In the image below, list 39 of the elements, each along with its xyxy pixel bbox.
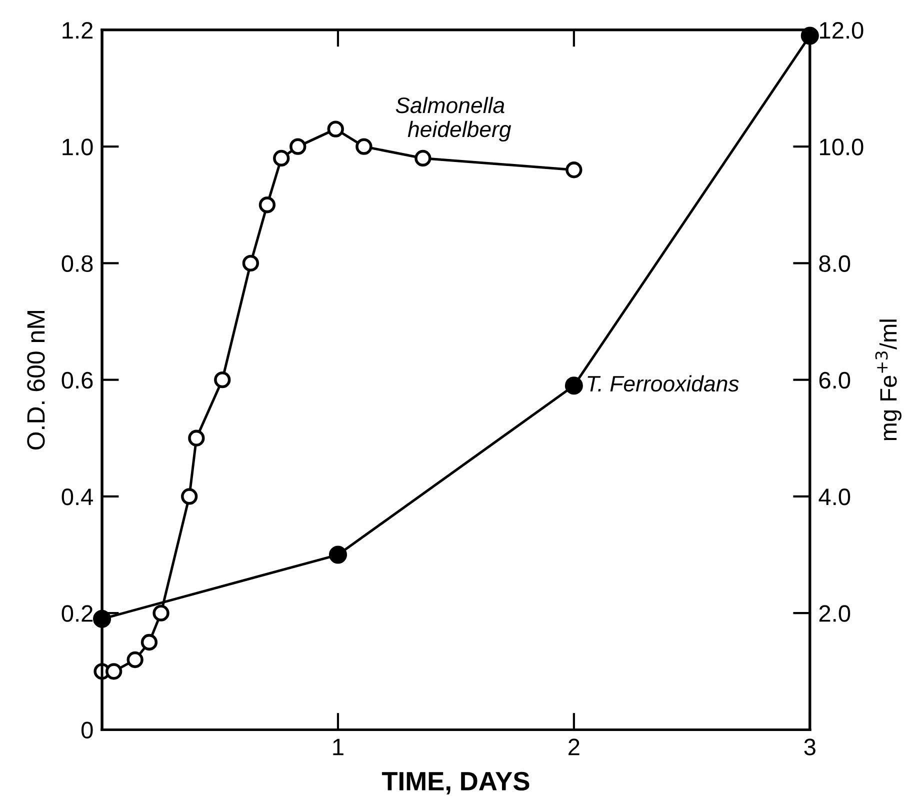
point (105, 663, 122, 680)
point (290, 138, 306, 155)
x-tick-label: 1 (333, 738, 344, 756)
x-tick-label: 3 (804, 738, 816, 756)
point (152, 604, 170, 622)
y2-tick-label: 12.0 (820, 22, 864, 39)
y2-tick-label: 8.0 (819, 255, 850, 272)
point (93, 610, 112, 628)
point (414, 150, 432, 167)
y2-axis-title: mg Fe$^{+3}$/ml (875, 320, 902, 440)
point (181, 488, 198, 505)
point (140, 634, 158, 651)
y2-tick-label: 2.0 (819, 605, 850, 622)
y-tick-label: 0.6 (62, 372, 93, 389)
annotation: T. Ferrooxidans (588, 375, 739, 392)
point (242, 254, 260, 272)
point (126, 651, 144, 668)
x-axis-title: TIME, DAYS (382, 772, 530, 794)
point (566, 162, 582, 178)
y2-tick-label: 10.0 (820, 138, 864, 156)
point (188, 430, 205, 446)
point (258, 196, 276, 214)
x-tick-label: 2 (568, 738, 580, 756)
point (328, 546, 348, 564)
point (214, 371, 231, 388)
y-tick-label: 1.0 (62, 138, 93, 156)
y-tick-label: 0 (81, 722, 93, 739)
point (327, 120, 344, 138)
y-axis-title: O.D. 600 nM (27, 311, 45, 450)
y-tick-label: 1.2 (62, 22, 93, 38)
y-tick-label: 0.4 (62, 488, 94, 506)
y2-tick-label: 6.0 (819, 372, 850, 389)
point (564, 376, 583, 395)
y-tick-label: 0.8 (62, 255, 93, 272)
point (356, 138, 372, 155)
point (273, 150, 290, 167)
y-tick-label: 0.2 (62, 605, 93, 622)
annotation: Salmonella heidelberg (396, 96, 512, 142)
y2-tick-label: 4.0 (818, 488, 850, 506)
